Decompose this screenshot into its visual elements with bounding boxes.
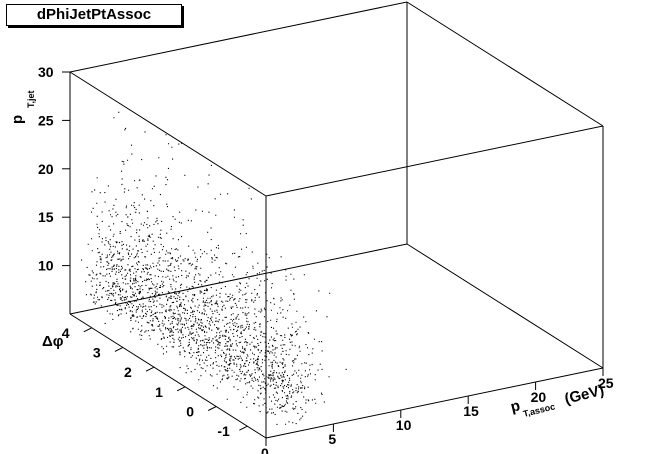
frame-edge xyxy=(265,125,604,197)
y-tick-mark xyxy=(176,386,186,392)
chart-title: dPhiJetPtAssoc xyxy=(6,4,182,26)
frame-edge xyxy=(406,1,604,127)
z-tick-label: 20 xyxy=(38,161,54,177)
y-tick-label: 2 xyxy=(124,364,132,380)
x-tick-label: 20 xyxy=(531,389,547,405)
frame-edge xyxy=(69,313,267,439)
x-tick-label: 0 xyxy=(261,445,269,454)
x-tick-label: 15 xyxy=(463,403,479,419)
frame-edge xyxy=(406,243,604,369)
z-axis-label-sub: T,jet xyxy=(26,90,36,108)
x-tick-label: 10 xyxy=(396,417,412,433)
scatter-points xyxy=(81,111,347,426)
z-tick-label: 15 xyxy=(38,209,54,225)
x-tick-label: 5 xyxy=(328,431,336,447)
y-tick-mark xyxy=(207,406,217,411)
frame-edge xyxy=(69,1,408,73)
z-axis-label: p xyxy=(9,115,26,124)
frame-edge xyxy=(69,71,267,197)
y-tick-label: 3 xyxy=(93,344,101,360)
x-tick-label: 25 xyxy=(598,375,614,391)
y-tick-label: 0 xyxy=(186,404,194,420)
axis-ticks: 0 5 10 15 20 25 -1 0 1 2 3 4 10 15 20 25 30 xyxy=(38,64,614,454)
x-axis-label-unit: (GeV) xyxy=(563,382,606,408)
scatter-point-cloud xyxy=(81,111,347,426)
y-tick-mark xyxy=(239,425,248,431)
y-axis-label: Δφ xyxy=(42,333,64,350)
plot-frame xyxy=(69,1,604,439)
y-tick-label: 1 xyxy=(155,384,163,400)
z-tick-label: 30 xyxy=(38,64,54,80)
x-axis-label-sub: T,assoc xyxy=(522,401,556,419)
frame-edge xyxy=(265,367,604,439)
y-tick-mark xyxy=(83,327,93,333)
y-tick-mark xyxy=(145,366,155,372)
frame-edge xyxy=(69,243,408,315)
axis-labels: p T,jet Δφ p T,assoc (GeV) xyxy=(9,90,606,418)
x-axis-label: p xyxy=(509,397,522,416)
y-tick-label: -1 xyxy=(217,423,230,439)
z-tick-label: 25 xyxy=(38,112,54,128)
y-tick-mark xyxy=(114,347,124,352)
y-tick-label: 4 xyxy=(62,325,70,341)
z-tick-label: 10 xyxy=(38,258,54,274)
